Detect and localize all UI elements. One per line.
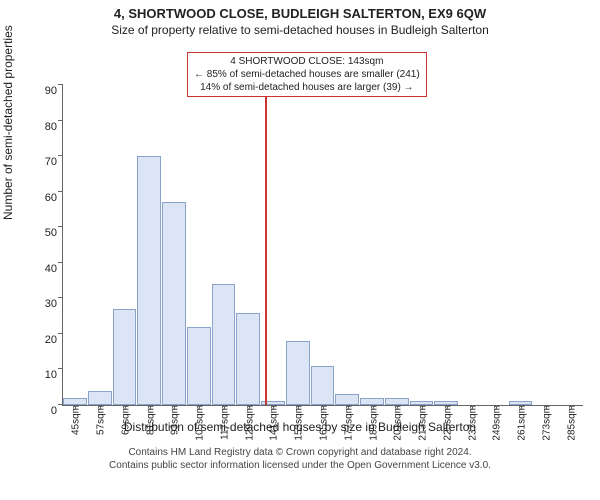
property-marker-line: [265, 85, 267, 405]
x-tick-mark: [373, 405, 374, 410]
histogram-bar: [113, 309, 137, 405]
y-tick-label: 90: [45, 85, 63, 97]
x-tick-mark: [174, 405, 175, 410]
y-tick-label: 60: [45, 192, 63, 204]
y-tick-mark: [58, 333, 63, 334]
y-tick-mark: [58, 368, 63, 369]
footer-line-2: Contains public sector information licen…: [0, 459, 600, 472]
y-tick-mark: [58, 84, 63, 85]
y-tick-label: 0: [51, 405, 63, 417]
x-tick-mark: [472, 405, 473, 410]
footer-line-1: Contains HM Land Registry data © Crown c…: [0, 446, 600, 459]
x-tick-mark: [571, 405, 572, 410]
histogram-bar: [212, 284, 236, 405]
y-tick-mark: [58, 297, 63, 298]
chart-title: 4, SHORTWOOD CLOSE, BUDLEIGH SALTERTON, …: [0, 0, 600, 21]
figure: 4, SHORTWOOD CLOSE, BUDLEIGH SALTERTON, …: [0, 0, 600, 500]
footer: Contains HM Land Registry data © Crown c…: [0, 446, 600, 472]
x-tick-mark: [199, 405, 200, 410]
x-tick-mark: [521, 405, 522, 410]
x-tick-mark: [75, 405, 76, 410]
histogram-bar: [187, 327, 211, 405]
histogram-bar: [63, 398, 87, 405]
x-tick-mark: [348, 405, 349, 410]
histogram-bar: [360, 398, 384, 405]
y-tick-label: 10: [45, 369, 63, 381]
x-tick-mark: [125, 405, 126, 410]
y-tick-label: 50: [45, 227, 63, 239]
x-tick-mark: [224, 405, 225, 410]
y-tick-mark: [58, 155, 63, 156]
x-tick-mark: [397, 405, 398, 410]
y-axis-label: Number of semi-detached properties: [1, 25, 15, 220]
x-tick-mark: [422, 405, 423, 410]
annotation-line-3: 14% of semi-detached houses are larger (…: [194, 81, 420, 94]
y-tick-label: 80: [45, 121, 63, 133]
x-tick-mark: [496, 405, 497, 410]
y-tick-label: 40: [45, 263, 63, 275]
histogram-bar: [385, 398, 409, 405]
histogram-bar: [137, 156, 161, 405]
x-tick-mark: [249, 405, 250, 410]
histogram-bar: [236, 313, 260, 405]
y-tick-label: 20: [45, 334, 63, 346]
x-tick-mark: [298, 405, 299, 410]
chart-subtitle: Size of property relative to semi-detach…: [0, 21, 600, 37]
x-tick-mark: [150, 405, 151, 410]
histogram-bar: [335, 394, 359, 405]
annotation-line-2: ← 85% of semi-detached houses are smalle…: [194, 68, 420, 81]
y-tick-mark: [58, 226, 63, 227]
x-tick-mark: [273, 405, 274, 410]
x-tick-mark: [323, 405, 324, 410]
plot-area: 010203040506070809045sqm57sqm69sqm81sqm9…: [62, 85, 583, 406]
x-tick-mark: [447, 405, 448, 410]
y-tick-label: 70: [45, 156, 63, 168]
y-tick-mark: [58, 120, 63, 121]
y-tick-mark: [58, 191, 63, 192]
histogram-bar: [88, 391, 112, 405]
histogram-bar: [286, 341, 310, 405]
annotation-line-1: 4 SHORTWOOD CLOSE: 143sqm: [194, 55, 420, 68]
annotation-box: 4 SHORTWOOD CLOSE: 143sqm ← 85% of semi-…: [187, 52, 427, 97]
x-axis-label: Distribution of semi-detached houses by …: [0, 420, 600, 434]
x-tick-mark: [100, 405, 101, 410]
histogram-bar: [311, 366, 335, 405]
x-tick-mark: [546, 405, 547, 410]
y-tick-label: 30: [45, 298, 63, 310]
histogram-bar: [162, 202, 186, 405]
y-tick-mark: [58, 262, 63, 263]
